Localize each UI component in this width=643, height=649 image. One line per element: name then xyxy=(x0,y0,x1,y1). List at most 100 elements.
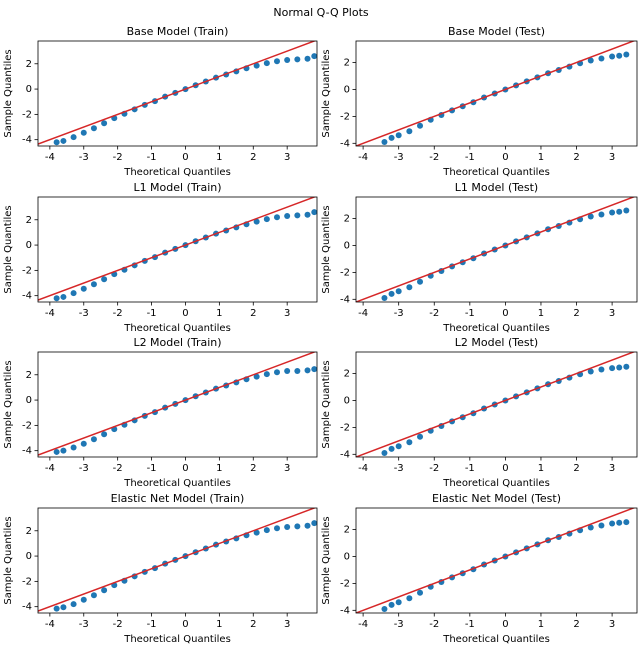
x-tick-label: 0 xyxy=(502,619,508,630)
point xyxy=(609,209,616,216)
subplot-title: L1 Model (Train) xyxy=(133,181,221,194)
point xyxy=(263,371,270,378)
x-tick-label: -2 xyxy=(429,619,439,630)
x-tick-label: -2 xyxy=(113,308,123,319)
point xyxy=(284,212,291,219)
x-tick-label: -4 xyxy=(45,308,55,319)
point xyxy=(101,587,108,594)
y-tick-label: 0 xyxy=(344,84,350,95)
axes-frame xyxy=(37,40,318,147)
y-axis-label: Sample Quantiles xyxy=(321,360,332,448)
point xyxy=(388,601,395,608)
x-tick-label: -3 xyxy=(79,152,89,163)
point xyxy=(263,527,270,534)
axes-frame xyxy=(355,507,638,614)
point xyxy=(284,56,291,63)
plot-area xyxy=(356,508,636,613)
point xyxy=(80,129,87,136)
x-tick-label: -3 xyxy=(79,308,89,319)
point xyxy=(263,216,270,223)
point xyxy=(381,449,388,456)
subplot-title: Elastic Net Model (Test) xyxy=(432,492,561,505)
point xyxy=(273,214,280,221)
point xyxy=(311,209,317,216)
y-tick-label: 2 xyxy=(26,59,32,70)
x-tick-label: 1 xyxy=(216,463,222,474)
axes-frame xyxy=(37,351,318,458)
subplot-title: L1 Model (Test) xyxy=(455,181,538,194)
x-tick-label: 0 xyxy=(502,152,508,163)
point xyxy=(294,56,301,63)
plot-area xyxy=(356,197,636,302)
x-tick-label: -2 xyxy=(113,152,123,163)
x-tick-label: -2 xyxy=(429,308,439,319)
x-tick-label: -3 xyxy=(394,152,404,163)
point xyxy=(253,62,260,69)
x-tick-label: 1 xyxy=(538,152,544,163)
x-tick-label: 2 xyxy=(250,463,256,474)
reference-line xyxy=(356,41,636,146)
point xyxy=(273,525,280,532)
x-tick-label: -2 xyxy=(113,463,123,474)
point xyxy=(587,57,594,64)
point xyxy=(388,290,395,297)
y-tick-label: 0 xyxy=(344,240,350,251)
plot-area xyxy=(38,197,317,302)
y-tick-label: 0 xyxy=(344,551,350,562)
point xyxy=(381,138,388,145)
x-tick-label: -4 xyxy=(358,463,368,474)
y-tick-label: -2 xyxy=(22,265,32,276)
point xyxy=(598,55,605,62)
point xyxy=(273,58,280,65)
subplot-title: L2 Model (Test) xyxy=(455,336,538,349)
figure-title: Normal Q-Q Plots xyxy=(273,6,369,19)
x-tick-label: 1 xyxy=(538,619,544,630)
point xyxy=(70,134,77,141)
y-tick-label: 2 xyxy=(344,214,350,225)
point xyxy=(406,595,413,602)
axes-frame xyxy=(37,507,318,614)
point xyxy=(417,122,424,129)
point xyxy=(616,519,623,526)
point xyxy=(609,53,616,60)
plot-area xyxy=(356,41,636,146)
x-axis-label: Theoretical Quantiles xyxy=(123,634,231,645)
x-tick-label: 2 xyxy=(573,463,579,474)
x-tick-label: -4 xyxy=(358,619,368,630)
x-tick-label: 2 xyxy=(573,152,579,163)
y-tick-label: 2 xyxy=(344,525,350,536)
x-axis-label: Theoretical Quantiles xyxy=(442,634,550,645)
x-tick-label: -4 xyxy=(358,308,368,319)
x-tick-label: -1 xyxy=(147,152,157,163)
point xyxy=(253,373,260,380)
point xyxy=(53,448,60,455)
point xyxy=(70,444,77,451)
x-tick-label: -3 xyxy=(394,308,404,319)
reference-line xyxy=(356,508,636,613)
point xyxy=(60,293,67,300)
x-tick-label: -4 xyxy=(358,152,368,163)
x-tick-label: 2 xyxy=(573,308,579,319)
y-tick-label: 2 xyxy=(26,215,32,226)
point xyxy=(53,605,60,612)
x-tick-label: 2 xyxy=(250,308,256,319)
point xyxy=(395,443,402,450)
y-tick-label: -2 xyxy=(340,422,350,433)
y-axis-label: Sample Quantiles xyxy=(3,516,14,604)
x-tick-label: -1 xyxy=(465,463,475,474)
point xyxy=(609,520,616,527)
x-tick-label: 3 xyxy=(284,152,290,163)
point xyxy=(598,366,605,373)
x-tick-label: -1 xyxy=(465,308,475,319)
point xyxy=(101,120,108,127)
x-tick-label: 0 xyxy=(502,463,508,474)
x-tick-label: 1 xyxy=(216,308,222,319)
point xyxy=(587,213,594,220)
x-tick-label: 3 xyxy=(284,619,290,630)
plot-area xyxy=(356,352,636,457)
point xyxy=(60,447,67,454)
point xyxy=(90,592,97,599)
x-tick-label: 3 xyxy=(609,463,615,474)
point xyxy=(53,139,60,146)
plot-area xyxy=(38,352,317,456)
